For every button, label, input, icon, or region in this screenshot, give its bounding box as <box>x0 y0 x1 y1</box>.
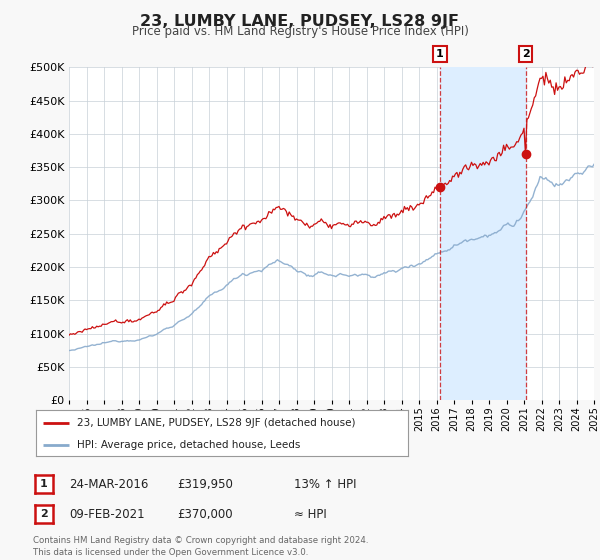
Text: 1: 1 <box>40 479 47 489</box>
Bar <box>440 67 526 400</box>
Text: ≈ HPI: ≈ HPI <box>294 507 327 521</box>
Text: 13% ↑ HPI: 13% ↑ HPI <box>294 478 356 491</box>
Text: 24-MAR-2016: 24-MAR-2016 <box>69 478 148 491</box>
Text: Price paid vs. HM Land Registry's House Price Index (HPI): Price paid vs. HM Land Registry's House … <box>131 25 469 38</box>
Text: 1: 1 <box>436 49 444 59</box>
Text: 2: 2 <box>522 49 530 59</box>
Text: 23, LUMBY LANE, PUDSEY, LS28 9JF (detached house): 23, LUMBY LANE, PUDSEY, LS28 9JF (detach… <box>77 418 355 428</box>
Text: 2: 2 <box>40 509 47 519</box>
Text: £370,000: £370,000 <box>177 507 233 521</box>
Text: HPI: Average price, detached house, Leeds: HPI: Average price, detached house, Leed… <box>77 440 300 450</box>
Text: £319,950: £319,950 <box>177 478 233 491</box>
Text: 23, LUMBY LANE, PUDSEY, LS28 9JF: 23, LUMBY LANE, PUDSEY, LS28 9JF <box>140 14 460 29</box>
Text: 09-FEB-2021: 09-FEB-2021 <box>69 507 145 521</box>
Text: Contains HM Land Registry data © Crown copyright and database right 2024.
This d: Contains HM Land Registry data © Crown c… <box>33 536 368 557</box>
